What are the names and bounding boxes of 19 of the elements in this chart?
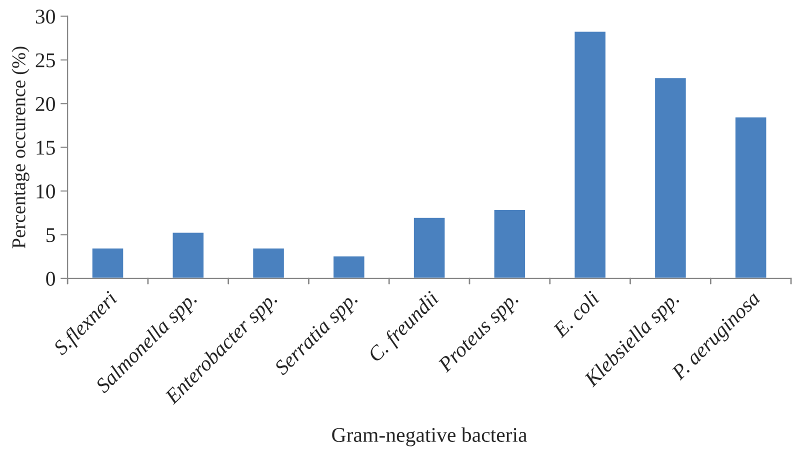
bar (412, 216, 446, 278)
bar (252, 247, 286, 278)
y-tick-label: 0 (46, 272, 55, 286)
bar (332, 254, 366, 278)
x-axis-title: Gram-negative bacteria (332, 427, 528, 446)
y-tick-label: 10 (36, 184, 55, 198)
y-tick-label: 30 (36, 10, 55, 24)
y-tick-label: 15 (36, 140, 55, 155)
y-tick-label: 20 (36, 97, 55, 112)
y-tick-label: 5 (46, 228, 55, 242)
bar (654, 76, 688, 278)
bar (90, 247, 125, 278)
bar (171, 231, 205, 278)
bar (734, 116, 768, 278)
bar (573, 30, 607, 278)
bar (492, 208, 526, 278)
y-axis-title: Percentage occurence (%) (12, 46, 30, 248)
x-tick-label: E. coli (551, 290, 600, 339)
y-tick-label: 25 (36, 53, 55, 68)
